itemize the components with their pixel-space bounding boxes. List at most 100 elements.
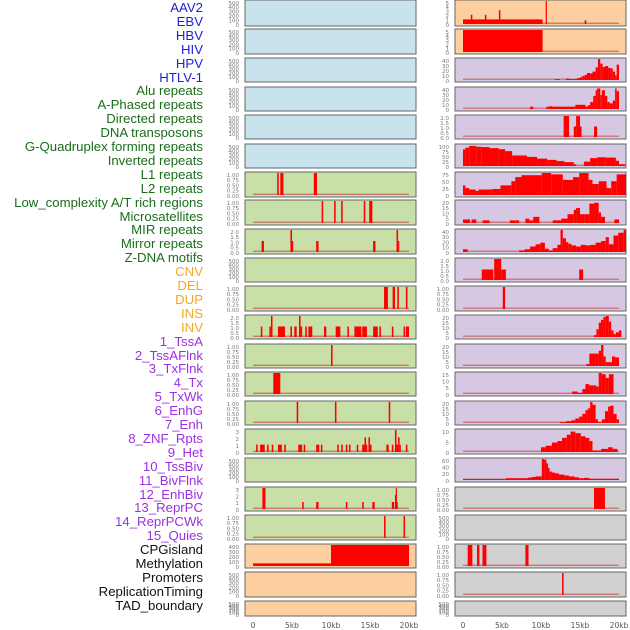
panel-bars	[463, 59, 619, 80]
data-bar	[594, 126, 598, 137]
track-panel: 1.000.750.500.250.00	[227, 514, 417, 543]
y-tick-label: 1.00	[227, 345, 240, 351]
data-bar	[603, 356, 606, 366]
panel-background	[454, 257, 627, 283]
data-bar	[593, 385, 597, 394]
data-bar	[585, 384, 590, 394]
data-bar	[573, 79, 577, 80]
data-bar	[347, 326, 349, 337]
y-tick-label: 300	[229, 96, 240, 102]
data-bar	[524, 249, 531, 252]
data-bar	[606, 188, 612, 195]
baseline-bar	[463, 135, 619, 137]
data-bar	[366, 444, 368, 452]
y-tick-label: 100	[229, 47, 240, 53]
y-tick-label: 0.50	[227, 412, 240, 418]
panel-background	[244, 285, 417, 312]
data-bar	[505, 151, 513, 166]
y-tick-label: 5	[446, 360, 450, 366]
y-tick-label: 0	[446, 422, 450, 428]
data-bar	[394, 495, 397, 509]
data-bar	[601, 374, 606, 394]
y-tick-label: 5	[446, 440, 450, 446]
data-bar	[298, 444, 303, 452]
data-bar	[608, 67, 611, 80]
y-tick-label: 500	[229, 145, 240, 151]
data-bar	[396, 230, 399, 252]
y-tick-label: 75	[442, 173, 449, 179]
data-bar	[607, 102, 610, 109]
data-bar	[348, 444, 351, 452]
y-tick-label: 25	[442, 160, 449, 166]
y-tick-label: 300	[229, 38, 240, 44]
track-label: Promoters	[142, 569, 203, 585]
panel-bars	[463, 30, 619, 52]
y-tick-label: 100	[229, 611, 240, 617]
y-tick-label: 300	[229, 124, 240, 130]
data-bar	[341, 444, 343, 452]
data-bar	[604, 95, 608, 109]
data-bar	[577, 392, 583, 394]
track-label: DEL	[177, 278, 203, 293]
track-label: L1 repeats	[140, 166, 203, 182]
y-tick-label: 0.50	[227, 526, 240, 532]
y-tick-label: 1.0	[230, 240, 239, 246]
baseline-bar	[463, 564, 619, 566]
data-bar	[615, 357, 619, 366]
panel-bars	[463, 145, 626, 166]
data-bar	[363, 201, 366, 223]
y-tick-label: 0	[446, 222, 450, 228]
y-tick-label: 0.50	[227, 211, 240, 217]
data-bar	[616, 419, 619, 423]
panel-column-left: 5004003002001000500400300200100050040030…	[227, 0, 419, 630]
y-tick-label: 0.75	[227, 206, 240, 212]
track-label: 3_TxFlnk	[148, 361, 203, 377]
y-tick-label: 200	[229, 100, 240, 106]
data-bar	[530, 246, 536, 252]
y-tick-label: 0	[236, 23, 240, 29]
y-tick-label: 1.0	[440, 269, 449, 275]
data-bar	[598, 212, 602, 223]
panel-background	[244, 486, 417, 512]
data-bar	[589, 353, 593, 366]
data-bar	[308, 326, 313, 337]
data-bar	[463, 185, 466, 195]
y-tick-label: 100	[439, 145, 450, 151]
panel-background	[244, 600, 417, 617]
track-label: Directed repeats	[106, 111, 203, 127]
data-bar	[277, 326, 285, 337]
data-bar	[467, 545, 473, 566]
panel-bars	[253, 402, 409, 423]
data-bar	[362, 326, 365, 337]
y-tick-label: 0.00	[227, 393, 240, 399]
y-tick-label: 20	[442, 472, 449, 478]
data-bar	[345, 444, 348, 452]
data-bar	[580, 126, 582, 137]
data-bar	[580, 244, 586, 252]
data-bar	[316, 502, 319, 509]
panel-background	[454, 514, 627, 541]
data-bar	[600, 95, 602, 109]
data-bar	[391, 444, 394, 452]
data-bar	[560, 230, 563, 252]
data-bar	[269, 326, 271, 337]
data-bar	[612, 71, 616, 80]
y-tick-label: 0.5	[440, 274, 449, 280]
data-bar	[372, 502, 375, 509]
panel-background	[244, 571, 417, 598]
y-tick-label: 0	[236, 165, 240, 171]
baseline-bar	[253, 250, 409, 252]
y-tick-label: 300	[229, 67, 240, 73]
data-bar	[572, 391, 578, 394]
y-tick-label: 1.00	[227, 516, 240, 522]
panel-background	[244, 514, 417, 541]
y-tick-label: 200	[229, 42, 240, 48]
y-tick-label: 0	[446, 194, 450, 200]
y-tick-label: 1.00	[227, 373, 240, 379]
panel-background	[244, 343, 417, 369]
data-bar	[405, 326, 409, 337]
baseline-bar	[463, 507, 619, 509]
y-tick-label: 1.00	[437, 488, 450, 494]
y-tick-label: 500	[439, 516, 450, 522]
